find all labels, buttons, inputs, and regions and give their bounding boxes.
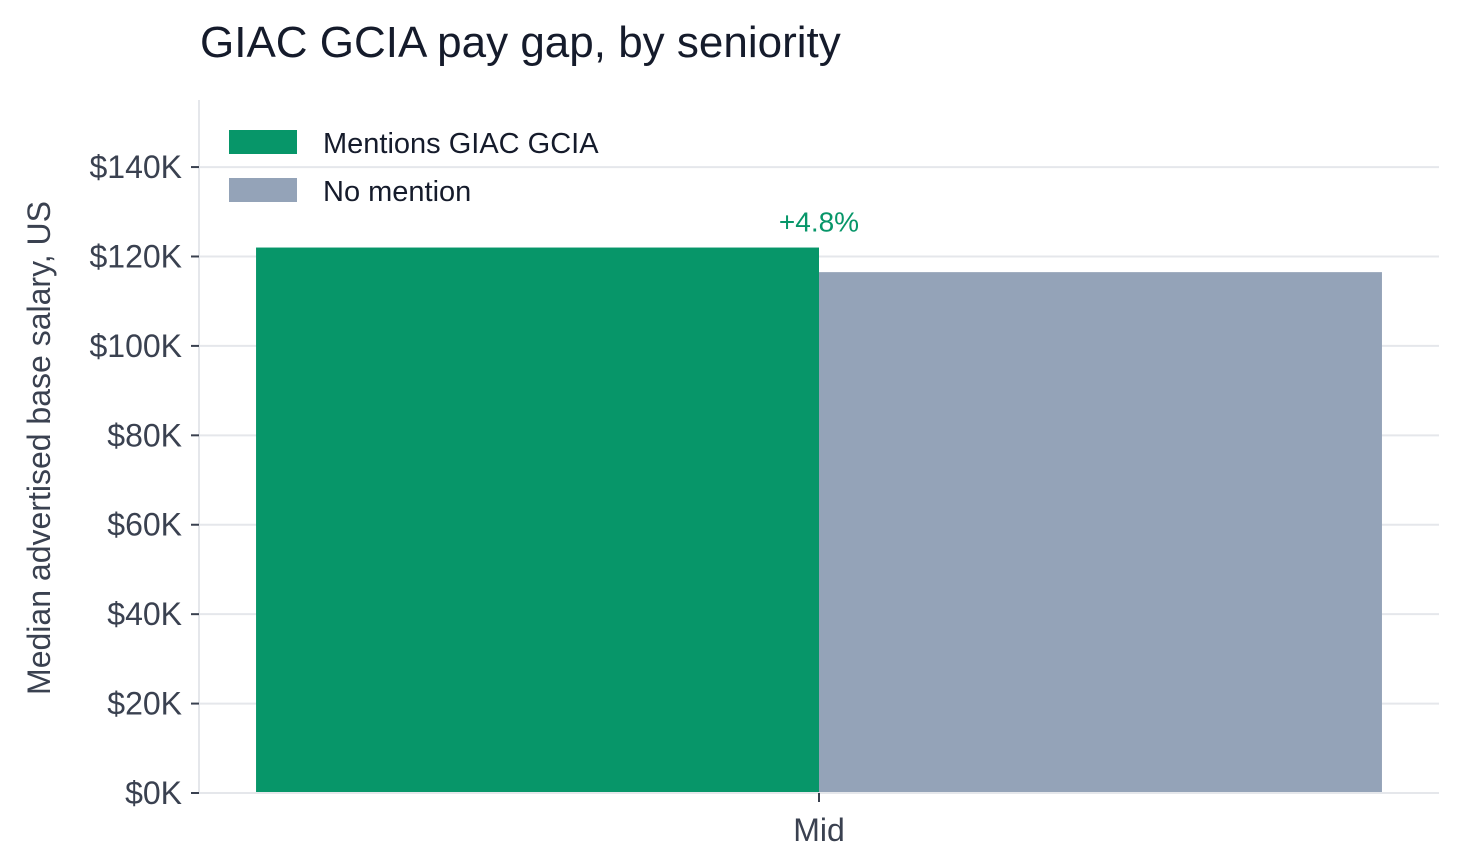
y-tick-label: $20K: [107, 686, 182, 722]
y-tick-label: $100K: [89, 328, 182, 364]
y-tick-label: $140K: [89, 149, 182, 185]
bar-1: [819, 272, 1382, 793]
bar-0: [256, 247, 819, 793]
x-tick-label: Mid: [793, 812, 845, 848]
y-tick-label: $120K: [89, 238, 182, 274]
y-tick-label: $40K: [107, 596, 182, 632]
y-ticks: $0K $20K $40K $60K $80K $100K $120K $140K: [89, 149, 199, 811]
y-tick-label: $80K: [107, 417, 182, 453]
y-axis-title: Median advertised base salary, US: [21, 201, 57, 695]
gap-annotation: +4.8%: [779, 207, 859, 238]
chart-title: GIAC GCIA pay gap, by seniority: [200, 18, 841, 67]
legend-label: No mention: [323, 176, 471, 208]
annotations: +4.8%: [779, 207, 859, 238]
legend-label: Mentions GIAC GCIA: [323, 128, 599, 160]
y-tick-label: $0K: [125, 775, 182, 811]
bars: [256, 247, 1382, 793]
y-tick-label: $60K: [107, 507, 182, 543]
x-ticks: Mid: [793, 793, 845, 848]
legend-swatch: [229, 178, 297, 202]
legend-swatch: [229, 130, 297, 154]
legend: Mentions GIAC GCIA No mention: [229, 128, 599, 208]
